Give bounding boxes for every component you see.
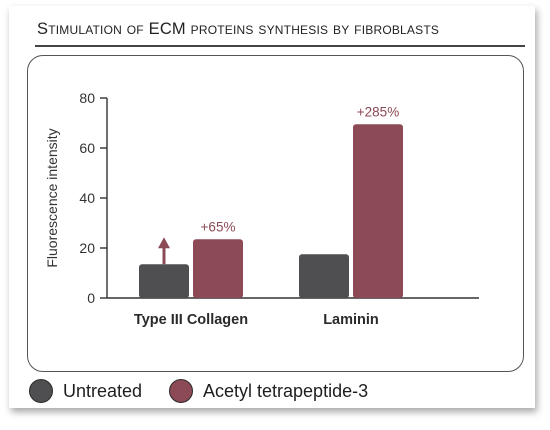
legend-item-acetyl-tetrapeptide-3: Acetyl tetrapeptide-3: [169, 376, 368, 406]
annotation-1: +285%: [357, 104, 399, 119]
arrow-up-icon: [158, 237, 170, 249]
y-tick-label-60: 60: [79, 140, 95, 156]
y-tick-label-40: 40: [79, 190, 95, 206]
legend: Untreated Acetyl tetrapeptide-3: [29, 376, 529, 406]
legend-item-untreated: Untreated: [29, 376, 142, 406]
y-tick-label-80: 80: [79, 90, 95, 106]
legend-label-acetyl-tetrapeptide-3: Acetyl tetrapeptide-3: [203, 380, 369, 401]
bar-1-0: [299, 254, 349, 298]
y-tick-label-0: 0: [87, 290, 95, 306]
y-axis: Fluorescence intensity: [44, 98, 479, 299]
chart-title: Stimulation of ECM proteins synthesis by…: [37, 20, 440, 38]
bars: [139, 124, 403, 298]
bar-0-0: [139, 264, 189, 298]
legend-label-untreated: Untreated: [63, 380, 143, 401]
bar-0-1: [193, 239, 243, 298]
y-ticks: 0 20 40 60 80: [79, 90, 107, 306]
legend-swatch-untreated: [29, 379, 53, 403]
title-divider: [35, 45, 525, 47]
category-labels: Type III Collagen Laminin: [134, 312, 379, 328]
annotations: +65% +285%: [158, 104, 399, 265]
annotation-0: +65%: [201, 219, 236, 234]
chart-card: Stimulation of ECM proteins synthesis by…: [9, 6, 535, 408]
category-label-1: Laminin: [323, 312, 379, 328]
legend-swatch-acetyl-tetrapeptide-3: [169, 379, 193, 403]
y-tick-label-20: 20: [79, 240, 95, 256]
bar-1-1: [353, 124, 403, 298]
y-axis-label: Fluorescence intensity: [44, 128, 60, 267]
category-label-0: Type III Collagen: [134, 312, 248, 328]
plot-panel: [27, 55, 524, 372]
bar-chart: Fluorescence intensity 0 20 40 60 80 Type II…: [44, 90, 479, 328]
